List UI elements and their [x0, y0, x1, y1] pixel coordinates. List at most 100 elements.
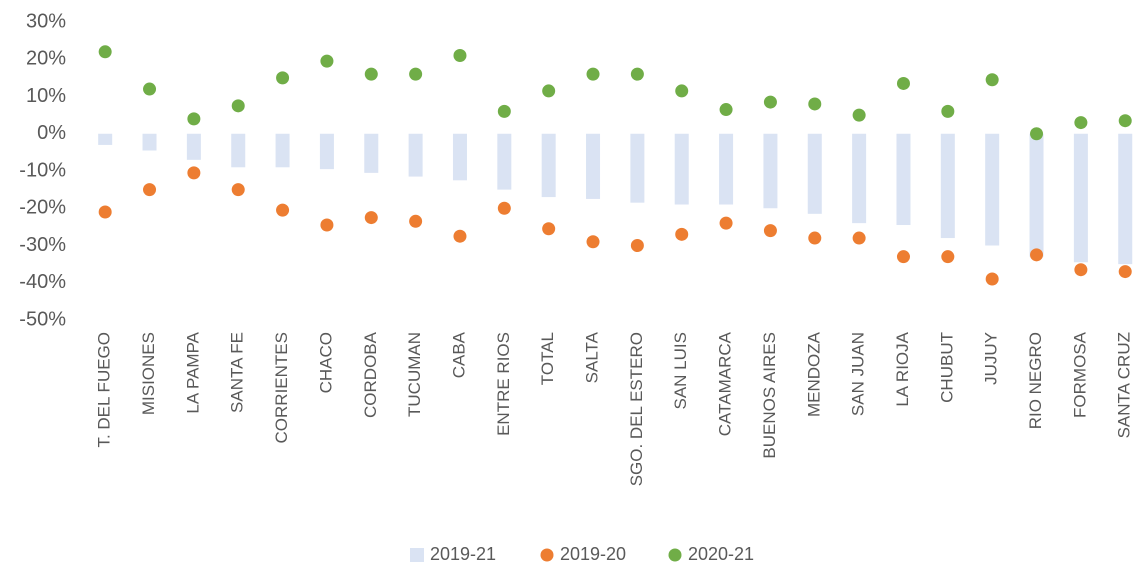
x-tick-label: BUENOS AIRES: [760, 332, 779, 459]
dot: [542, 84, 556, 98]
dot: [941, 250, 955, 264]
x-tick-label: JUJUY: [982, 332, 1001, 385]
legend-swatch: [410, 548, 424, 562]
dot: [763, 95, 777, 109]
dot: [852, 231, 866, 245]
x-tick-label: SAN LUIS: [671, 332, 690, 409]
y-tick-label: -20%: [19, 197, 66, 219]
y-tick-label: 0%: [37, 122, 66, 144]
bar: [586, 133, 601, 199]
legend-swatch: [540, 548, 554, 562]
bar: [186, 133, 201, 160]
bar: [1029, 133, 1044, 257]
dot: [586, 67, 600, 81]
bar: [364, 133, 379, 173]
dot: [276, 203, 290, 217]
dot: [364, 67, 378, 81]
x-tick-label: LA RIOJA: [893, 331, 912, 406]
dot: [630, 239, 644, 252]
bar: [630, 133, 645, 203]
x-tick-label: CHACO: [316, 332, 335, 393]
y-tick-label: -50%: [19, 308, 66, 330]
x-tick-label: TOTAL: [538, 332, 557, 385]
bar: [142, 133, 157, 151]
y-tick-label: 10%: [26, 85, 66, 107]
dot: [98, 205, 112, 219]
x-tick-label: TUCUMAN: [405, 332, 424, 417]
dot: [453, 229, 467, 243]
y-tick-label: 30%: [26, 10, 66, 32]
dot: [409, 67, 423, 81]
dot: [630, 67, 644, 81]
dot: [763, 224, 777, 238]
dot: [1030, 127, 1044, 141]
bar: [763, 133, 778, 209]
x-tick-label: T. DEL FUEGO: [95, 332, 114, 448]
bar: [985, 133, 1000, 246]
bar: [231, 133, 246, 168]
x-tick-label: MENDOZA: [804, 331, 823, 417]
bar: [852, 133, 867, 224]
dot: [364, 211, 378, 225]
x-tick-label: CORDOBA: [361, 331, 380, 418]
dot: [276, 71, 290, 85]
x-tick-label: LA PAMPA: [183, 331, 202, 413]
bar: [275, 133, 290, 168]
dot: [896, 76, 910, 90]
dot: [497, 104, 511, 118]
dot: [1118, 265, 1132, 279]
bar: [940, 133, 955, 239]
dot: [808, 97, 822, 111]
y-tick-label: 20%: [26, 48, 66, 70]
x-tick-label: SANTA CRUZ: [1115, 332, 1134, 438]
bar: [674, 133, 689, 205]
x-tick-label: CHUBUT: [937, 332, 956, 403]
dot: [719, 216, 733, 230]
dot: [320, 218, 334, 232]
bar: [541, 133, 556, 198]
bar: [1073, 133, 1088, 263]
dot: [586, 235, 600, 249]
dot: [542, 222, 556, 236]
dot: [231, 183, 245, 197]
bar: [319, 133, 334, 170]
dot: [1030, 248, 1044, 262]
x-tick-label: SALTA: [583, 331, 602, 383]
x-tick-label: CATAMARCA: [716, 331, 735, 436]
dot: [187, 166, 201, 180]
dot: [896, 250, 910, 264]
x-tick-label: MISIONES: [139, 332, 158, 415]
bar: [807, 133, 822, 214]
dot: [1074, 263, 1088, 277]
dot: [1074, 116, 1088, 130]
y-tick-label: -30%: [19, 234, 66, 256]
dot: [143, 183, 157, 197]
bar: [98, 133, 113, 145]
dot: [985, 272, 999, 286]
legend-label: 2019-21: [430, 544, 496, 564]
x-tick-label: CABA: [449, 331, 468, 378]
dot: [98, 45, 112, 59]
dot: [497, 201, 511, 215]
dot: [675, 227, 689, 241]
x-tick-label: ENTRE RIOS: [494, 332, 513, 436]
bar: [452, 133, 467, 181]
dot: [675, 84, 689, 98]
x-tick-label: SAN JUAN: [849, 332, 868, 416]
dot: [143, 82, 157, 96]
dot: [941, 104, 955, 118]
bar: [497, 133, 512, 190]
dot: [231, 99, 245, 113]
dot: [852, 108, 866, 122]
dot: [453, 49, 467, 63]
dot: [985, 73, 999, 87]
dot: [320, 54, 334, 68]
dot: [1118, 114, 1132, 128]
bar: [408, 133, 423, 177]
x-tick-label: SGO. DEL ESTERO: [627, 332, 646, 486]
y-tick-label: -40%: [19, 271, 66, 293]
legend-label: 2019-20: [560, 544, 626, 564]
x-tick-label: CORRIENTES: [272, 332, 291, 443]
dot: [409, 214, 423, 228]
